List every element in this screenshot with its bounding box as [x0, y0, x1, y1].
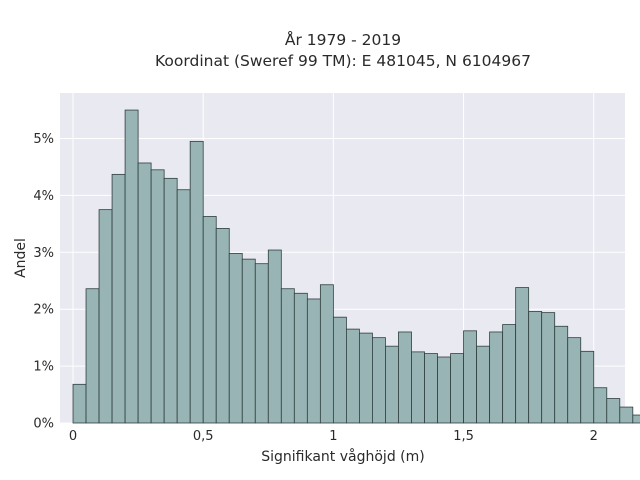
- histogram-bar: [502, 324, 517, 424]
- histogram-bar: [398, 331, 412, 424]
- histogram-bar: [241, 258, 256, 424]
- histogram-bar: [202, 216, 217, 424]
- y-tick-label: 0%: [33, 417, 54, 432]
- histogram-bar: [476, 345, 491, 424]
- x-tick-label: 0,5: [193, 429, 214, 444]
- histogram-bar: [359, 332, 373, 424]
- x-tick-label: 1,5: [453, 429, 474, 444]
- histogram-bar: [215, 228, 230, 424]
- x-axis-title: Signifikant våghöjd (m): [261, 448, 424, 465]
- histogram-bar: [593, 387, 608, 424]
- y-tick-label: 4%: [33, 189, 54, 204]
- histogram-bar: [280, 288, 295, 424]
- histogram-bar: [72, 383, 87, 424]
- histogram-bar: [515, 287, 530, 424]
- chart-title-line-2: Koordinat (Sweref 99 TM): E 481045, N 61…: [155, 52, 531, 70]
- histogram-bar: [267, 249, 282, 424]
- histogram-bar: [332, 316, 347, 424]
- histogram-bar: [489, 331, 504, 424]
- histogram-bar: [137, 162, 152, 424]
- histogram-bar: [163, 177, 178, 424]
- histogram-bar: [98, 209, 113, 424]
- histogram-bar: [150, 169, 165, 424]
- y-tick-label: 1%: [33, 360, 54, 375]
- histogram-bar: [189, 140, 204, 424]
- histogram-bar: [450, 353, 464, 424]
- histogram-bar: [176, 189, 191, 424]
- histogram-bar: [254, 263, 269, 424]
- histogram-bar: [306, 298, 321, 424]
- histogram-bar: [632, 414, 640, 424]
- x-tick-label: 2: [590, 429, 598, 444]
- x-tick-labels: 0 0,5 1 1,5 2: [69, 429, 598, 444]
- y-tick-label: 2%: [33, 303, 54, 318]
- histogram-bar: [124, 109, 139, 424]
- y-tick-labels: 0% 1% 2% 3% 4% 5%: [33, 132, 54, 431]
- histogram-bar: [580, 350, 595, 424]
- y-tick-label: 5%: [33, 132, 54, 147]
- histogram-bar: [346, 328, 360, 424]
- histogram-bar: [437, 356, 451, 424]
- histogram-bar: [85, 288, 100, 424]
- histogram-bar: [385, 345, 399, 424]
- histogram-bar: [606, 398, 621, 424]
- histogram-bar: [528, 311, 543, 424]
- histogram-bar: [228, 253, 243, 424]
- histogram-bar: [463, 330, 477, 424]
- histogram-bar: [541, 312, 556, 424]
- y-tick-label: 3%: [33, 246, 54, 261]
- bars: [72, 109, 640, 424]
- histogram-bar: [372, 337, 386, 424]
- histogram-bar: [567, 337, 582, 424]
- histogram-bar: [424, 353, 438, 424]
- y-axis-title: Andel: [13, 238, 29, 278]
- histogram-bar: [293, 292, 308, 424]
- x-tick-label: 1: [329, 429, 337, 444]
- histogram-bar: [319, 284, 334, 424]
- chart-title-line-1: År 1979 - 2019: [285, 30, 401, 49]
- histogram-bar: [111, 173, 126, 424]
- histogram-bar: [619, 406, 634, 424]
- x-tick-label: 0: [69, 429, 77, 444]
- histogram-bar: [411, 351, 425, 424]
- histogram-bar: [554, 325, 569, 424]
